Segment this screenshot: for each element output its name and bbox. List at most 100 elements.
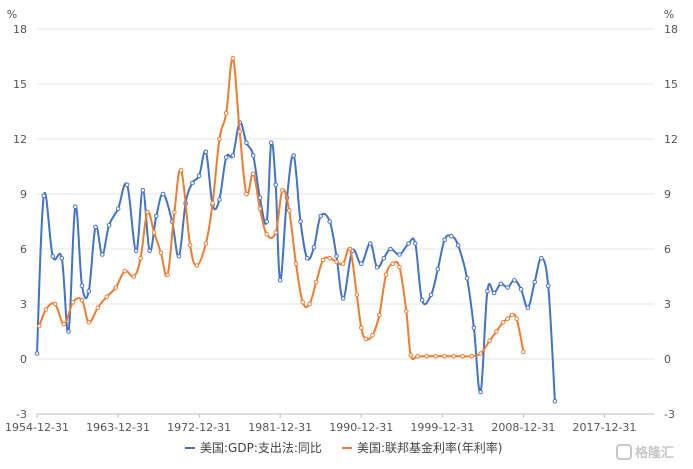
y-tick-label-right: 15 xyxy=(664,78,678,91)
data-point xyxy=(122,268,128,274)
y-tick-label-left: 3 xyxy=(20,298,27,311)
data-point xyxy=(178,167,184,173)
data-point xyxy=(194,263,200,268)
data-point xyxy=(539,255,544,261)
y-tick-label-left: -3 xyxy=(16,408,27,421)
series-layer xyxy=(34,56,558,404)
data-point xyxy=(552,398,558,404)
data-point xyxy=(545,283,551,289)
x-tick-label: 2008-12-31 xyxy=(491,421,555,434)
data-point xyxy=(347,246,353,252)
data-point xyxy=(464,276,470,281)
data-point xyxy=(273,182,279,188)
data-point xyxy=(151,230,157,235)
y-tick-label-left: 9 xyxy=(20,188,27,201)
data-point xyxy=(415,354,420,359)
data-point xyxy=(154,213,159,219)
data-point xyxy=(133,248,139,254)
data-point xyxy=(70,299,76,305)
data-point xyxy=(280,188,285,193)
x-tick-label: 1954-12-31 xyxy=(5,421,69,434)
data-point xyxy=(59,255,65,261)
data-point xyxy=(304,255,310,261)
data-point xyxy=(244,191,249,197)
data-point xyxy=(165,272,170,278)
data-point xyxy=(460,354,465,359)
data-point xyxy=(300,299,306,305)
data-point xyxy=(514,316,519,322)
data-point xyxy=(298,219,303,224)
data-point xyxy=(277,277,283,283)
data-point xyxy=(359,325,364,331)
data-point xyxy=(442,354,447,359)
data-point xyxy=(408,353,414,358)
y-unit-right: % xyxy=(664,8,674,21)
watermark-logo-icon xyxy=(616,444,632,460)
data-point xyxy=(340,296,346,301)
data-point xyxy=(381,255,387,261)
data-point xyxy=(217,136,222,142)
y-tick-label-left: 0 xyxy=(20,353,27,366)
x-tick-label: 1963-12-31 xyxy=(86,421,150,434)
data-point xyxy=(313,279,319,285)
watermark: 格隆汇 xyxy=(616,444,674,461)
data-point xyxy=(397,252,402,257)
data-point xyxy=(388,246,393,252)
data-point xyxy=(471,325,477,331)
data-point xyxy=(327,255,333,261)
data-point xyxy=(52,301,58,307)
data-point xyxy=(451,354,456,359)
data-point xyxy=(50,253,56,259)
data-point xyxy=(257,206,263,211)
y-tick-labels-right: -3 0 3 6 9 12 15 18 xyxy=(664,23,678,421)
data-point xyxy=(230,153,236,158)
data-point xyxy=(307,301,312,307)
x-tick-label: 1972-12-31 xyxy=(167,421,231,434)
y-unit-left: % xyxy=(7,8,17,21)
data-point xyxy=(273,230,279,235)
data-point xyxy=(104,294,110,300)
data-point xyxy=(66,329,71,334)
data-point xyxy=(469,354,474,359)
data-point xyxy=(485,288,490,294)
data-point xyxy=(413,241,418,246)
data-point xyxy=(368,241,373,246)
data-point xyxy=(264,219,270,224)
y-tick-label-left: 18 xyxy=(13,23,27,36)
x-tick-labels: 1954-12-31 1963-12-31 1972-12-31 1981-12-31… xyxy=(5,414,636,434)
data-point xyxy=(140,188,146,193)
data-point xyxy=(340,261,346,267)
data-point xyxy=(532,279,538,285)
data-point xyxy=(172,210,177,215)
data-point xyxy=(363,336,369,342)
data-point xyxy=(478,389,483,395)
data-point xyxy=(100,252,105,257)
y-tick-label-right: 18 xyxy=(664,23,678,36)
data-point xyxy=(250,171,256,177)
data-point xyxy=(406,241,411,246)
series-line xyxy=(38,57,525,361)
y-tick-label-left: 6 xyxy=(20,243,27,256)
data-point xyxy=(250,153,256,158)
data-point xyxy=(354,292,360,298)
watermark-text: 格隆汇 xyxy=(635,445,674,461)
data-point xyxy=(223,155,229,160)
legend-label-fed-rate: 美国:联邦基金利率(年利率) xyxy=(357,440,502,455)
data-point xyxy=(95,305,101,311)
legend-label-gdp: 美国:GDP:支出法:同比 xyxy=(200,441,322,455)
data-point xyxy=(397,265,402,270)
y-tick-label-right: 3 xyxy=(664,298,671,311)
y-tick-label-right: 6 xyxy=(664,243,671,256)
data-point xyxy=(433,354,438,359)
data-point xyxy=(115,206,121,211)
y-tick-label-right: 12 xyxy=(664,133,678,146)
data-point xyxy=(374,265,380,270)
data-point xyxy=(291,153,297,158)
data-point xyxy=(138,255,143,261)
data-point xyxy=(293,261,299,267)
data-point xyxy=(449,233,454,239)
y-tick-labels-left: -3 0 3 6 9 12 15 18 xyxy=(13,23,27,421)
data-point xyxy=(419,298,425,303)
data-point xyxy=(404,309,409,314)
data-point xyxy=(320,257,326,263)
